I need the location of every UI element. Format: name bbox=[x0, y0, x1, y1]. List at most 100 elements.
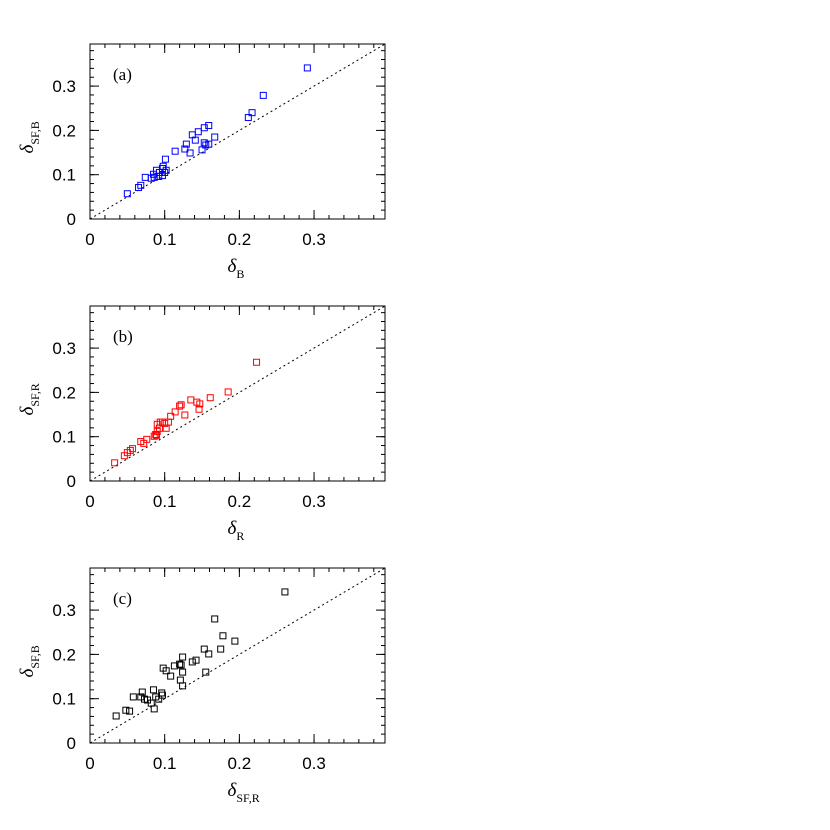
x-tick-label: 0 bbox=[85, 754, 94, 773]
point bbox=[162, 166, 170, 174]
point bbox=[171, 408, 179, 416]
y-axis-label: δSF,B bbox=[17, 645, 42, 677]
point bbox=[176, 402, 184, 410]
panel-label: (b) bbox=[113, 327, 133, 346]
point bbox=[195, 405, 203, 413]
point bbox=[303, 64, 311, 72]
point bbox=[200, 645, 208, 653]
point bbox=[112, 712, 120, 720]
point bbox=[141, 173, 149, 181]
point bbox=[191, 136, 199, 144]
point bbox=[143, 435, 151, 443]
y-tick-label: 0.1 bbox=[52, 690, 76, 709]
point bbox=[137, 181, 145, 189]
point bbox=[161, 168, 169, 176]
point bbox=[206, 394, 214, 402]
panel-label: (a) bbox=[113, 65, 132, 84]
point bbox=[177, 661, 185, 669]
point bbox=[188, 658, 196, 666]
point bbox=[129, 693, 137, 701]
y-tick-label: 0.1 bbox=[52, 166, 76, 185]
point bbox=[176, 660, 184, 668]
x-axis-subscript: SF,R bbox=[236, 791, 259, 805]
plot-frame bbox=[89, 43, 386, 220]
point bbox=[152, 431, 160, 439]
point bbox=[158, 164, 166, 172]
x-tick-label: 0 bbox=[85, 230, 94, 249]
y-tick-label: 0.3 bbox=[52, 339, 76, 358]
point bbox=[179, 682, 187, 690]
point bbox=[224, 388, 232, 396]
x-axis-subscript: R bbox=[236, 529, 244, 543]
x-tick-label: 0.3 bbox=[302, 230, 326, 249]
x-tick-label: 0.3 bbox=[302, 492, 326, 511]
x-axis-symbol: δ bbox=[228, 780, 238, 801]
identity-line bbox=[89, 43, 386, 220]
x-axis-label: δB bbox=[228, 256, 245, 281]
point bbox=[126, 707, 134, 715]
point bbox=[171, 147, 179, 155]
x-axis-subscript: B bbox=[236, 267, 244, 281]
point bbox=[259, 91, 267, 99]
point bbox=[167, 672, 175, 680]
point bbox=[122, 706, 130, 714]
y-tick-label: 0.1 bbox=[52, 428, 76, 447]
x-tick-label: 0.2 bbox=[228, 230, 252, 249]
point bbox=[205, 122, 213, 130]
point bbox=[211, 133, 219, 141]
y-axis-subscript: SF,B bbox=[28, 645, 42, 668]
y-tick-label: 0.2 bbox=[52, 383, 76, 402]
point bbox=[126, 446, 134, 454]
point bbox=[253, 358, 261, 366]
point bbox=[244, 114, 252, 122]
point bbox=[179, 653, 187, 661]
y-tick-label: 0 bbox=[67, 734, 76, 753]
point bbox=[167, 412, 175, 420]
point bbox=[186, 149, 194, 157]
point bbox=[150, 705, 158, 713]
point bbox=[158, 691, 166, 699]
point bbox=[161, 155, 169, 163]
y-axis-label: δSF,R bbox=[17, 383, 42, 415]
point bbox=[202, 668, 210, 676]
point bbox=[217, 645, 225, 653]
point bbox=[181, 145, 189, 153]
point bbox=[205, 140, 213, 148]
point bbox=[123, 190, 131, 198]
point bbox=[219, 632, 227, 640]
x-tick-label: 0.2 bbox=[228, 492, 252, 511]
x-tick-label: 0.2 bbox=[228, 754, 252, 773]
y-axis-symbol: δ bbox=[17, 668, 38, 678]
y-tick-label: 0 bbox=[67, 472, 76, 491]
point bbox=[162, 667, 170, 675]
point bbox=[155, 172, 163, 180]
point bbox=[181, 411, 189, 419]
point bbox=[281, 588, 289, 596]
y-tick-label: 0.3 bbox=[52, 77, 76, 96]
x-axis-label: δR bbox=[228, 518, 245, 543]
y-axis-symbol: δ bbox=[17, 144, 38, 154]
y-axis-symbol: δ bbox=[17, 406, 38, 416]
y-tick-label: 0 bbox=[67, 210, 76, 229]
y-axis-subscript: SF,R bbox=[28, 383, 42, 406]
x-tick-label: 0.1 bbox=[153, 492, 177, 511]
point bbox=[200, 139, 208, 147]
x-tick-label: 0.1 bbox=[153, 230, 177, 249]
y-tick-label: 0.2 bbox=[52, 121, 76, 140]
y-axis-label: δSF,B bbox=[17, 121, 42, 153]
point bbox=[149, 686, 157, 694]
point bbox=[111, 459, 119, 467]
y-tick-label: 0.3 bbox=[52, 601, 76, 620]
point bbox=[205, 650, 213, 658]
x-axis-symbol: δ bbox=[228, 518, 238, 539]
point bbox=[182, 140, 190, 148]
point bbox=[200, 124, 208, 132]
point bbox=[231, 637, 239, 645]
point bbox=[179, 668, 187, 676]
point bbox=[135, 184, 143, 192]
point bbox=[138, 688, 146, 696]
